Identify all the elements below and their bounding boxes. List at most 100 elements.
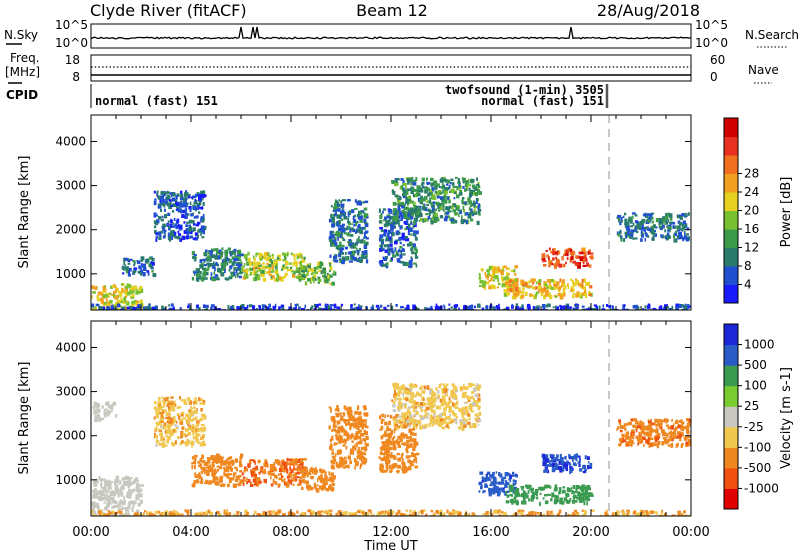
echo-cell xyxy=(507,285,509,288)
echo-cell xyxy=(243,483,245,486)
echo-cell xyxy=(674,238,678,242)
echo-cell xyxy=(328,471,330,475)
echo-cell xyxy=(194,201,197,204)
echo-cell xyxy=(551,287,554,290)
echo-cell xyxy=(319,469,322,472)
echo-cell xyxy=(470,205,473,207)
echo-cell xyxy=(246,478,248,481)
echo-cell xyxy=(217,466,220,468)
echo-cell xyxy=(160,209,162,212)
echo-cell xyxy=(426,178,428,181)
echo-cell xyxy=(203,434,205,437)
echo-cell xyxy=(365,231,369,233)
echo-cell xyxy=(290,267,292,270)
echo-cell xyxy=(560,295,564,299)
echo-cell xyxy=(588,282,590,285)
echo-cell xyxy=(91,285,95,289)
echo-cell xyxy=(101,418,104,420)
echo-cell xyxy=(240,454,243,457)
echo-cell xyxy=(347,233,351,236)
echo-cell xyxy=(384,470,387,473)
echo-cell xyxy=(410,388,412,391)
echo-cell xyxy=(251,471,255,475)
echo-cell xyxy=(198,465,200,467)
echo-cell xyxy=(182,426,185,430)
echo-cell xyxy=(469,207,471,210)
station-title: Clyde River (fitACF) xyxy=(90,1,247,20)
echo-cell xyxy=(409,400,413,403)
echo-cell xyxy=(461,199,463,203)
echo-cell xyxy=(118,291,122,294)
echo-cell xyxy=(360,260,363,263)
echo-cell xyxy=(388,437,391,441)
echo-cell xyxy=(482,283,485,287)
echo-cell xyxy=(501,276,503,279)
echo-cell xyxy=(167,436,171,440)
echo-cell xyxy=(171,194,173,198)
echo-cell xyxy=(623,216,625,218)
echo-cell xyxy=(118,303,120,307)
echo-cell xyxy=(111,409,113,412)
echo-cell xyxy=(478,412,481,416)
echo-cell xyxy=(391,399,393,401)
echo-cell xyxy=(165,431,167,434)
echo-cell xyxy=(194,254,197,256)
echo-cell xyxy=(180,191,182,195)
echo-cell xyxy=(245,269,248,273)
echo-cell xyxy=(154,201,157,205)
echo-cell xyxy=(179,204,181,206)
echo-cell xyxy=(275,269,278,272)
echo-cell xyxy=(303,458,307,460)
echo-cell xyxy=(133,264,135,266)
echo-cell xyxy=(404,442,406,445)
echo-cell xyxy=(96,407,98,410)
echo-cell xyxy=(357,238,360,241)
echo-cell xyxy=(111,506,114,509)
echo-cell xyxy=(125,481,128,483)
echo-cell xyxy=(105,402,109,406)
echo-cell xyxy=(341,439,344,442)
echo-cell xyxy=(248,258,251,262)
echo-cell xyxy=(392,232,395,236)
echo-cell xyxy=(384,422,388,426)
echo-cell xyxy=(358,455,361,459)
echo-cell xyxy=(685,224,687,227)
echo-cell xyxy=(451,395,454,398)
echo-cell xyxy=(102,290,105,293)
echo-cell xyxy=(201,455,204,459)
echo-cell xyxy=(631,229,634,232)
echo-cell xyxy=(225,277,228,280)
echo-cell xyxy=(186,439,188,443)
echo-cell xyxy=(289,461,292,464)
echo-cell xyxy=(396,439,398,443)
echo-cell xyxy=(634,305,638,309)
colorbar-swatch xyxy=(724,192,738,211)
echo-cell xyxy=(155,238,157,242)
echo-cell xyxy=(651,217,653,220)
echo-cell xyxy=(416,461,418,463)
echo-cell xyxy=(641,230,643,234)
colorbar-swatch xyxy=(724,137,738,156)
echo-cell xyxy=(451,189,455,193)
echo-cell xyxy=(432,194,435,198)
echo-cell xyxy=(452,402,454,406)
echo-cell xyxy=(170,424,173,427)
echo-cell xyxy=(353,216,355,220)
echo-cell xyxy=(434,393,437,397)
echo-cell xyxy=(127,307,131,310)
echo-cell xyxy=(309,485,311,489)
echo-cell xyxy=(442,203,444,206)
echo-cell xyxy=(380,263,382,265)
echo-cell xyxy=(472,402,476,406)
echo-cell xyxy=(444,393,446,395)
echo-cell xyxy=(357,307,359,310)
echo-cell xyxy=(531,279,533,282)
echo-cell xyxy=(213,477,217,481)
echo-cell xyxy=(409,177,413,179)
echo-cell xyxy=(355,418,358,421)
echo-cell xyxy=(624,304,626,306)
echo-cell xyxy=(156,435,158,439)
echo-cell xyxy=(169,238,171,242)
echo-cell xyxy=(456,401,458,405)
echo-cell xyxy=(549,248,551,251)
